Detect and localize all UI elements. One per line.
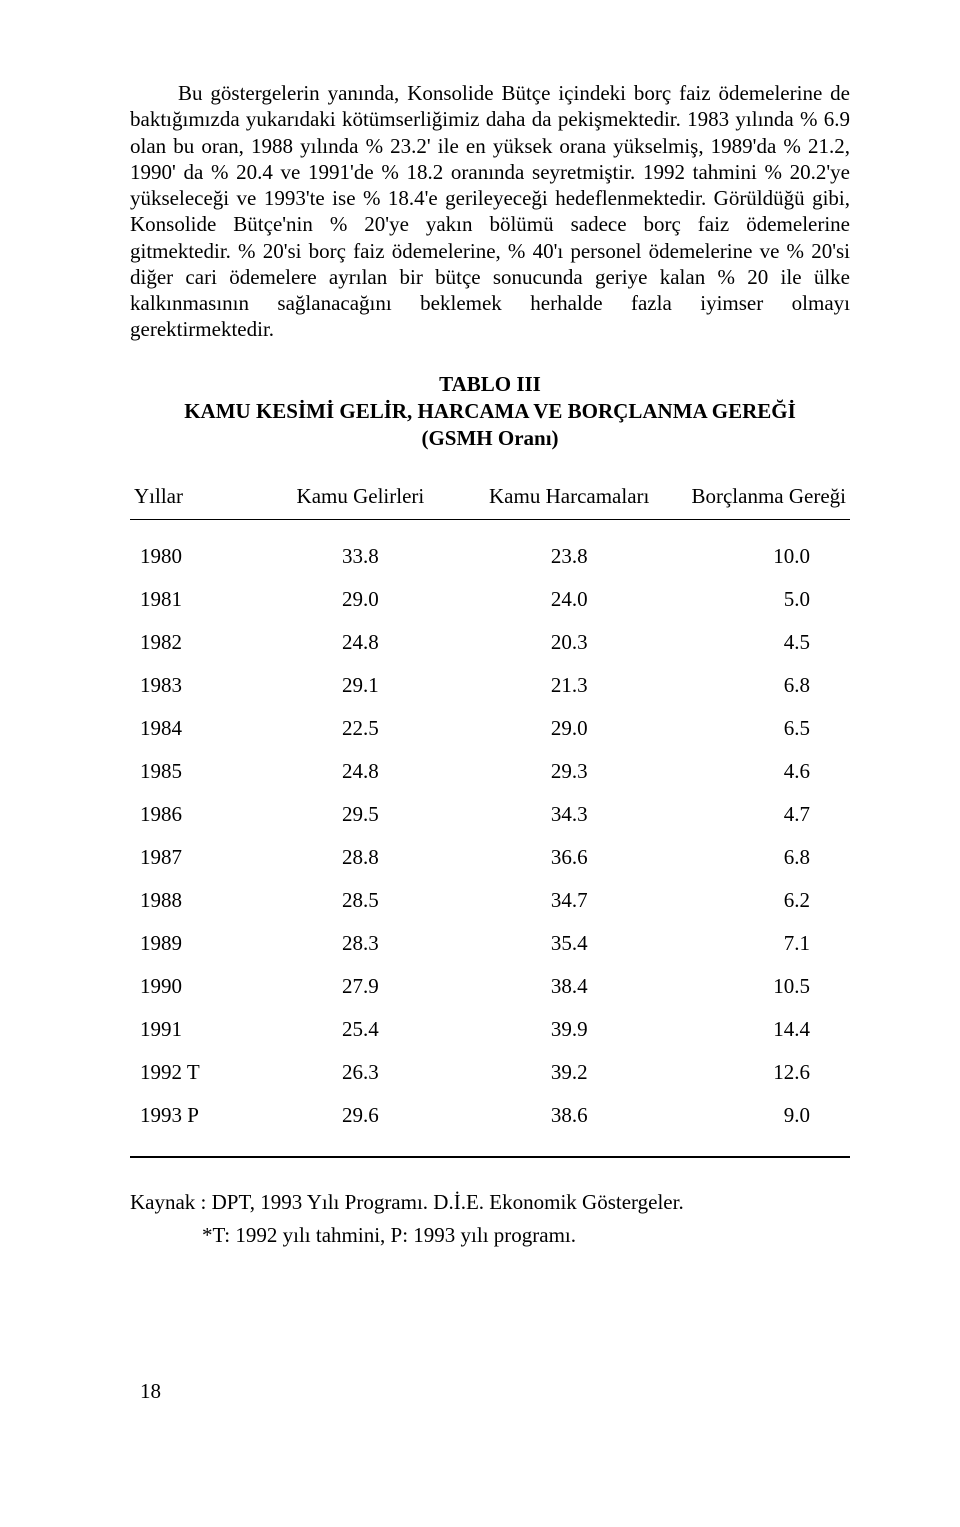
table-cell: 6.8 <box>677 836 850 879</box>
table-title-line1: TABLO III <box>439 372 541 396</box>
table-cell: 33.8 <box>260 520 462 579</box>
table-cell: 38.6 <box>461 1094 677 1146</box>
table-cell: 1989 <box>130 922 260 965</box>
table-cell: 34.7 <box>461 879 677 922</box>
table-cell: 4.6 <box>677 750 850 793</box>
table-cell: 1988 <box>130 879 260 922</box>
table-cell: 1983 <box>130 664 260 707</box>
table-cell: 6.5 <box>677 707 850 750</box>
table-row: 198629.534.34.7 <box>130 793 850 836</box>
table-cell: 20.3 <box>461 621 677 664</box>
table-cell: 6.8 <box>677 664 850 707</box>
table-cell: 29.0 <box>461 707 677 750</box>
table-cell: 36.6 <box>461 836 677 879</box>
table-title-line3: (GSMH Oranı) <box>421 426 558 450</box>
table-cell: 1985 <box>130 750 260 793</box>
table-cell: 1981 <box>130 578 260 621</box>
table-cell: 26.3 <box>260 1051 462 1094</box>
table-row: 198129.024.05.0 <box>130 578 850 621</box>
table-row: 198329.121.36.8 <box>130 664 850 707</box>
table-cell: 1986 <box>130 793 260 836</box>
table-cell: 1991 <box>130 1008 260 1051</box>
table-cell: 12.6 <box>677 1051 850 1094</box>
table-cell: 24.8 <box>260 621 462 664</box>
table-cell: 4.7 <box>677 793 850 836</box>
table-row: 198422.529.06.5 <box>130 707 850 750</box>
source-note: *T: 1992 yılı tahmini, P: 1993 yılı prog… <box>130 1221 850 1249</box>
table-cell: 34.3 <box>461 793 677 836</box>
table-cell: 23.8 <box>461 520 677 579</box>
table-cell: 1984 <box>130 707 260 750</box>
table-cell: 7.1 <box>677 922 850 965</box>
table-cell: 28.8 <box>260 836 462 879</box>
table-cell: 21.3 <box>461 664 677 707</box>
table-cell: 28.5 <box>260 879 462 922</box>
table-cell: 4.5 <box>677 621 850 664</box>
table-cell: 1992 T <box>130 1051 260 1094</box>
table-row: 198928.335.47.1 <box>130 922 850 965</box>
table-cell: 29.6 <box>260 1094 462 1146</box>
table-row: 1992 T26.339.212.6 <box>130 1051 850 1094</box>
table-cell: 29.5 <box>260 793 462 836</box>
col-header-year: Yıllar <box>130 476 260 520</box>
table-cell: 10.0 <box>677 520 850 579</box>
table-row: 198728.836.66.8 <box>130 836 850 879</box>
table-bottom-rule <box>130 1156 850 1158</box>
table-cell: 14.4 <box>677 1008 850 1051</box>
table-cell: 39.9 <box>461 1008 677 1051</box>
source-line: Kaynak : DPT, 1993 Yılı Programı. D.İ.E.… <box>130 1188 850 1216</box>
table-cell: 10.5 <box>677 965 850 1008</box>
table-cell: 27.9 <box>260 965 462 1008</box>
table-body: 198033.823.810.0198129.024.05.0198224.82… <box>130 520 850 1147</box>
col-header-revenue: Kamu Gelirleri <box>260 476 462 520</box>
table-row: 198524.829.34.6 <box>130 750 850 793</box>
table-cell: 1982 <box>130 621 260 664</box>
data-table: Yıllar Kamu Gelirleri Kamu Harcamaları B… <box>130 476 850 1146</box>
table-cell: 39.2 <box>461 1051 677 1094</box>
table-cell: 9.0 <box>677 1094 850 1146</box>
table-cell: 29.3 <box>461 750 677 793</box>
col-header-borrowing: Borçlanma Gereği <box>677 476 850 520</box>
table-row: 1993 P29.638.69.0 <box>130 1094 850 1146</box>
table-row: 198828.534.76.2 <box>130 879 850 922</box>
table-cell: 1980 <box>130 520 260 579</box>
table-title: TABLO III KAMU KESİMİ GELİR, HARCAMA VE … <box>130 371 850 453</box>
table-cell: 1990 <box>130 965 260 1008</box>
table-cell: 28.3 <box>260 922 462 965</box>
table-row: 198033.823.810.0 <box>130 520 850 579</box>
table-cell: 1987 <box>130 836 260 879</box>
col-header-expenditure: Kamu Harcamaları <box>461 476 677 520</box>
table-cell: 29.1 <box>260 664 462 707</box>
page-number: 18 <box>130 1379 850 1404</box>
table-cell: 29.0 <box>260 578 462 621</box>
table-cell: 35.4 <box>461 922 677 965</box>
table-row: 199125.439.914.4 <box>130 1008 850 1051</box>
table-row: 198224.820.34.5 <box>130 621 850 664</box>
table-cell: 25.4 <box>260 1008 462 1051</box>
table-header-row: Yıllar Kamu Gelirleri Kamu Harcamaları B… <box>130 476 850 520</box>
table-title-line2: KAMU KESİMİ GELİR, HARCAMA VE BORÇLANMA … <box>184 399 796 423</box>
table-cell: 24.0 <box>461 578 677 621</box>
table-cell: 5.0 <box>677 578 850 621</box>
table-row: 199027.938.410.5 <box>130 965 850 1008</box>
table-cell: 22.5 <box>260 707 462 750</box>
table-cell: 6.2 <box>677 879 850 922</box>
table-cell: 24.8 <box>260 750 462 793</box>
table-cell: 38.4 <box>461 965 677 1008</box>
table-cell: 1993 P <box>130 1094 260 1146</box>
body-paragraph: Bu göstergelerin yanında, Konsolide Bütç… <box>130 80 850 343</box>
